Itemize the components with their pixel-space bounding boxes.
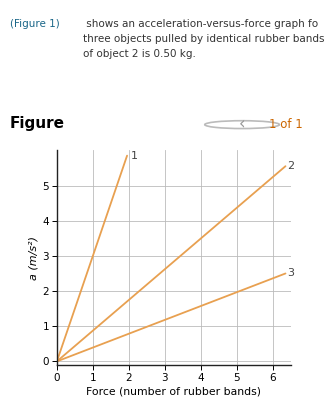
Text: 3: 3	[287, 268, 294, 278]
Text: 1: 1	[131, 151, 138, 161]
Text: 1 of 1: 1 of 1	[269, 118, 303, 131]
Text: (Figure 1): (Figure 1)	[10, 20, 59, 30]
Y-axis label: a (m/s²): a (m/s²)	[29, 236, 38, 279]
Text: Figure: Figure	[10, 116, 65, 131]
Text: ‹: ‹	[239, 115, 245, 134]
Text: 2: 2	[287, 161, 294, 171]
Text: shows an acceleration-versus-force graph fo
three objects pulled by identical ru: shows an acceleration-versus-force graph…	[83, 20, 325, 59]
X-axis label: Force (number of rubber bands): Force (number of rubber bands)	[86, 387, 261, 397]
